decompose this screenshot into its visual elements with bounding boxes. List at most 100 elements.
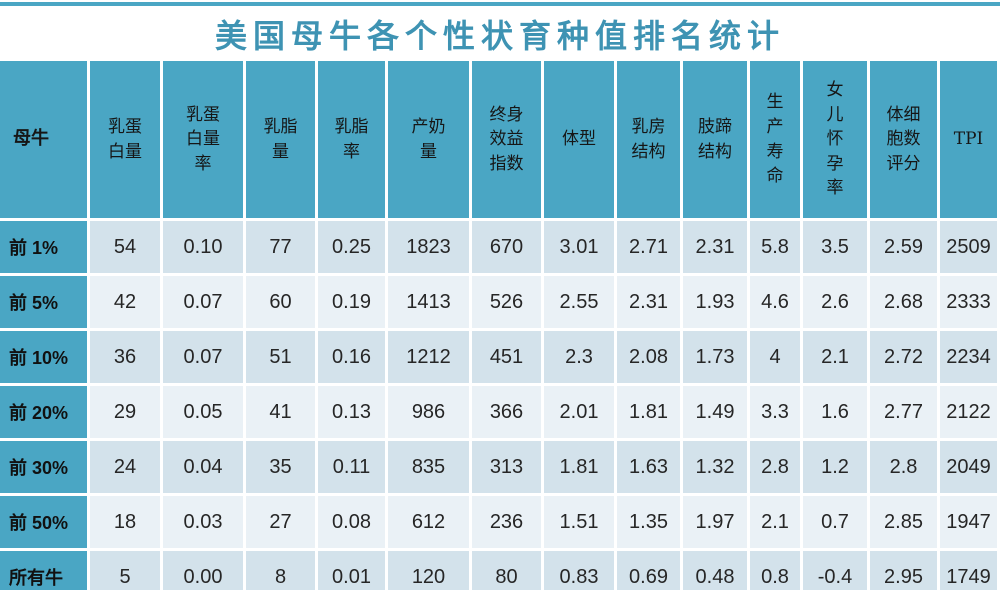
data-cell: 986 (388, 386, 469, 438)
data-cell: 1.32 (683, 441, 747, 493)
data-cell: 0.10 (163, 221, 243, 273)
data-cell: 77 (246, 221, 315, 273)
data-cell: 42 (90, 276, 160, 328)
data-cell: 670 (472, 221, 541, 273)
data-cell: 2.8 (750, 441, 800, 493)
data-cell: 2.72 (870, 331, 937, 383)
data-cell: 2234 (940, 331, 997, 383)
data-cell: 366 (472, 386, 541, 438)
data-cell: 1.81 (544, 441, 614, 493)
data-cell: 27 (246, 496, 315, 548)
data-cell: 1413 (388, 276, 469, 328)
data-cell: 5.8 (750, 221, 800, 273)
data-cell: 1.63 (617, 441, 680, 493)
data-cell: 3.5 (803, 221, 867, 273)
data-cell: 4 (750, 331, 800, 383)
column-header: 乳房 结构 (617, 61, 680, 218)
data-cell: 2049 (940, 441, 997, 493)
column-header: 终身 效益 指数 (472, 61, 541, 218)
data-cell: 0.00 (163, 551, 243, 590)
data-cell: 612 (388, 496, 469, 548)
table-row: 前 1% 54 0.10 77 0.25 1823 670 3.01 2.71 2.31 5.8 3.… (0, 221, 997, 273)
data-cell: 0.07 (163, 276, 243, 328)
data-cell: 2.31 (683, 221, 747, 273)
table-row: 前 5% 42 0.07 60 0.19 1413 526 2.55 2.31 1.93 4.6 2.… (0, 276, 997, 328)
data-cell: 0.03 (163, 496, 243, 548)
data-cell: 2.95 (870, 551, 937, 590)
title-bar: 美国母牛各个性状育种值排名统计 (0, 6, 1000, 61)
data-cell: 236 (472, 496, 541, 548)
table-row: 前 30% 24 0.04 35 0.11 835 313 1.81 1.63 1.32 2.8 1.… (0, 441, 997, 493)
data-cell: 0.19 (318, 276, 385, 328)
data-cell: 835 (388, 441, 469, 493)
data-cell: 2.68 (870, 276, 937, 328)
data-cell: 2333 (940, 276, 997, 328)
table-header-row: 母牛 乳蛋 白量 乳蛋 白量 率乳脂 量乳脂 率产奶 量终身 效益 指数 体型 乳房 结… (0, 61, 997, 218)
row-label: 前 5% (0, 276, 87, 328)
data-cell: 2.71 (617, 221, 680, 273)
data-cell: 1.97 (683, 496, 747, 548)
top-accent-rule (0, 2, 1000, 6)
data-cell: 0.13 (318, 386, 385, 438)
data-cell: 2.59 (870, 221, 937, 273)
data-cell: -0.4 (803, 551, 867, 590)
data-cell: 0.69 (617, 551, 680, 590)
data-cell: 2.08 (617, 331, 680, 383)
data-cell: 8 (246, 551, 315, 590)
data-cell: 4.6 (750, 276, 800, 328)
data-cell: 29 (90, 386, 160, 438)
data-cell: 35 (246, 441, 315, 493)
data-cell: 451 (472, 331, 541, 383)
data-cell: 41 (246, 386, 315, 438)
data-cell: 2122 (940, 386, 997, 438)
data-cell: 1.81 (617, 386, 680, 438)
data-cell: 3.01 (544, 221, 614, 273)
data-cell: 0.8 (750, 551, 800, 590)
data-cell: 526 (472, 276, 541, 328)
table-row: 前 10% 36 0.07 51 0.16 1212 451 2.3 2.08 1.73 4 2.1 2… (0, 331, 997, 383)
data-cell: 1749 (940, 551, 997, 590)
row-label: 所有牛 (0, 551, 87, 590)
table-row: 前 20% 29 0.05 41 0.13 986 366 2.01 1.81 1.49 3.3 1.… (0, 386, 997, 438)
data-cell: 2.1 (803, 331, 867, 383)
data-cell: 5 (90, 551, 160, 590)
row-label: 前 10% (0, 331, 87, 383)
data-cell: 2509 (940, 221, 997, 273)
column-header: 体细 胞数 评分 (870, 61, 937, 218)
data-cell: 0.05 (163, 386, 243, 438)
data-cell: 0.01 (318, 551, 385, 590)
data-cell: 24 (90, 441, 160, 493)
row-label: 前 1% (0, 221, 87, 273)
row-label: 前 20% (0, 386, 87, 438)
breeding-value-table: 母牛 乳蛋 白量 乳蛋 白量 率乳脂 量乳脂 率产奶 量终身 效益 指数 体型 乳房 结… (0, 58, 1000, 590)
column-header: 生 产 寿 命 (750, 61, 800, 218)
data-cell: 0.83 (544, 551, 614, 590)
data-cell: 60 (246, 276, 315, 328)
data-cell: 2.55 (544, 276, 614, 328)
data-cell: 0.16 (318, 331, 385, 383)
data-cell: 2.85 (870, 496, 937, 548)
data-cell: 0.08 (318, 496, 385, 548)
data-cell: 51 (246, 331, 315, 383)
data-cell: 1.73 (683, 331, 747, 383)
data-cell: 0.25 (318, 221, 385, 273)
data-cell: 36 (90, 331, 160, 383)
data-cell: 0.7 (803, 496, 867, 548)
corner-header-cow: 母牛 (0, 61, 87, 218)
table-row: 所有牛 5 0.00 8 0.01 120 80 0.83 0.69 0.48 0.8 -0.4 2.9… (0, 551, 997, 590)
data-cell: 1.6 (803, 386, 867, 438)
table-body: 前 1% 54 0.10 77 0.25 1823 670 3.01 2.71 2.31 5.8 3.… (0, 221, 997, 590)
data-cell: 2.31 (617, 276, 680, 328)
data-cell: 120 (388, 551, 469, 590)
data-cell: 2.77 (870, 386, 937, 438)
column-header: TPI (940, 61, 997, 218)
row-label: 前 30% (0, 441, 87, 493)
data-cell: 1947 (940, 496, 997, 548)
data-cell: 54 (90, 221, 160, 273)
data-cell: 2.1 (750, 496, 800, 548)
data-cell: 1.49 (683, 386, 747, 438)
data-cell: 0.04 (163, 441, 243, 493)
data-cell: 0.48 (683, 551, 747, 590)
data-cell: 0.11 (318, 441, 385, 493)
data-cell: 2.3 (544, 331, 614, 383)
